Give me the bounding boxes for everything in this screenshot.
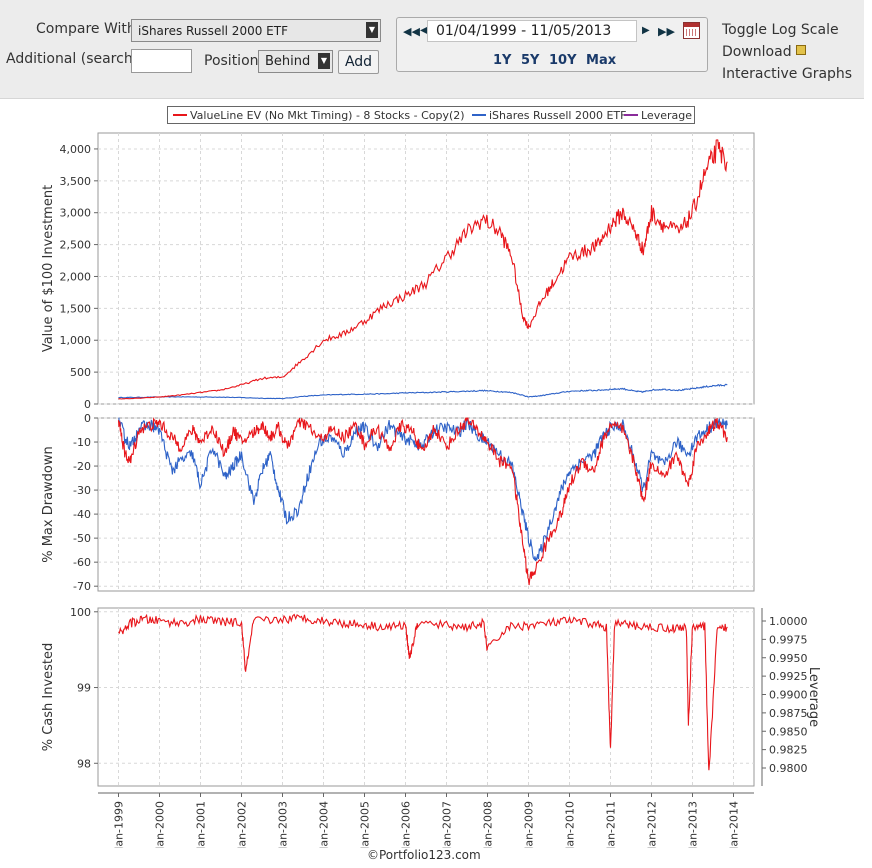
compare-label: Compare With [36, 21, 136, 37]
y-tick-label: -70 [73, 580, 91, 593]
legend-item: iShares Russell 2000 ETF [472, 109, 626, 122]
period-buttons: 1Y 5Y 10Y Max [493, 53, 621, 68]
period-1y[interactable]: 1Y [493, 53, 512, 68]
chart-panel-1: 0 500 1,000 1,500 2,000 2,500 3,000 3,500 4,000 V… [41, 132, 755, 411]
right-y-tick-label: 0.9850 [769, 725, 808, 738]
right-y-tick-label: 0.9900 [769, 689, 808, 702]
y-tick-label: 3,500 [60, 175, 92, 188]
period-5y[interactable]: 5Y [521, 53, 540, 68]
series-line [118, 139, 728, 400]
y-tick-label: -30 [73, 484, 91, 497]
x-tick-label: Jan-1999 [113, 801, 126, 848]
legend-swatch [173, 114, 187, 116]
series-line [118, 383, 728, 400]
x-tick-label: Jan-2006 [400, 801, 413, 848]
x-tick-label: Jan-2009 [523, 801, 536, 848]
position-select-value: Behind [265, 54, 311, 69]
period-max[interactable]: Max [586, 53, 617, 68]
first-icon[interactable]: ◀◀ [403, 25, 420, 38]
right-y-tick-label: 0.9825 [769, 744, 808, 757]
toolbar: Compare With iShares Russell 2000 ETF ▼ … [0, 0, 864, 99]
right-y-axis-label: Leverage [806, 667, 821, 727]
additional-search-input[interactable] [131, 49, 192, 73]
compare-select[interactable]: iShares Russell 2000 ETF ▼ [131, 19, 381, 42]
x-tick-label: Jan-2003 [277, 801, 290, 848]
y-tick-label: 2,500 [60, 239, 92, 252]
x-tick-label: Jan-2002 [236, 801, 249, 848]
date-range-panel: ◀◀ ◀ 01/04/1999 - 11/05/2013 ▶ ▶▶ 1Y 5Y … [396, 17, 708, 72]
x-tick-label: Jan-2010 [564, 801, 577, 848]
legend-swatch [624, 114, 638, 116]
y-axis-label: % Max Drawdown [41, 446, 56, 563]
y-tick-label: 98 [77, 757, 91, 770]
right-y-tick-label: 0.9875 [769, 707, 808, 720]
position-select[interactable]: Behind ▼ [258, 50, 333, 73]
y-tick-label: 3,000 [60, 207, 92, 220]
right-y-tick-label: 0.9950 [769, 652, 808, 665]
y-tick-label: -40 [73, 508, 91, 521]
date-range-input[interactable]: 01/04/1999 - 11/05/2013 [427, 20, 637, 42]
additional-label: Additional (search) [6, 51, 139, 67]
series-line [117, 417, 728, 586]
y-tick-label: -10 [73, 436, 91, 449]
x-tick-label: Jan-2005 [359, 801, 372, 848]
right-y-tick-label: 0.9975 [769, 633, 808, 646]
y-tick-label: 500 [70, 366, 91, 379]
interactive-graphs-link[interactable]: Interactive Graphs [722, 66, 853, 82]
copyright: ©Portfolio123.com [367, 848, 481, 862]
chart-panel-3: 100 99 98 1.0000 0.9975 0.9950 0.9925 0.9900 0.9… [41, 606, 821, 787]
x-tick-label: Jan-2011 [605, 801, 618, 848]
legend-swatch [472, 114, 486, 116]
x-tick-label: Jan-2004 [318, 801, 331, 848]
y-tick-label: 0 [84, 412, 91, 425]
x-tick-label: Jan-2007 [441, 801, 454, 848]
y-tick-label: 100 [70, 606, 91, 619]
x-tick-label: Jan-2013 [687, 801, 700, 848]
y-axis-label: Value of $100 Investment [41, 185, 56, 352]
legend-item: Leverage [624, 109, 692, 122]
chart-area: 0 500 1,000 1,500 2,000 2,500 3,000 3,500 4,000 V… [41, 132, 821, 848]
y-tick-label: 2,000 [60, 270, 92, 283]
x-tick-label: Jan-2012 [646, 801, 659, 848]
download-label: Download [722, 44, 792, 60]
legend-label: iShares Russell 2000 ETF [489, 109, 627, 122]
x-tick-label: Jan-2001 [195, 801, 208, 848]
position-label: Position [204, 53, 259, 69]
legend-item: ValueLine EV (No Mkt Timing) - 8 Stocks … [173, 109, 465, 122]
compare-select-value: iShares Russell 2000 ETF [138, 24, 288, 38]
chart-legend: ValueLine EV (No Mkt Timing) - 8 Stocks … [167, 106, 695, 124]
period-10y[interactable]: 10Y [549, 53, 577, 68]
chevron-down-icon: ▼ [366, 22, 378, 38]
toggle-log-scale-link[interactable]: Toggle Log Scale [722, 22, 839, 38]
add-button[interactable]: Add [338, 50, 379, 74]
next-icon[interactable]: ▶ [642, 25, 650, 36]
last-icon[interactable]: ▶▶ [658, 25, 675, 38]
legend-label: Leverage [641, 109, 692, 122]
right-y-tick-label: 0.9925 [769, 670, 808, 683]
series-line [118, 613, 728, 771]
legend-label: ValueLine EV (No Mkt Timing) - 8 Stocks … [190, 109, 465, 122]
y-tick-label: 1,500 [60, 302, 92, 315]
download-link[interactable]: Download [722, 44, 806, 60]
chevron-down-icon: ▼ [318, 53, 330, 69]
chart-panel-2: 0 -10 -20 -30 -40 -50 -60 -70 % Max Drawdown [41, 412, 755, 593]
y-tick-label: -60 [73, 556, 91, 569]
right-y-tick-label: 0.9800 [769, 762, 808, 775]
prev-icon[interactable]: ◀ [420, 25, 428, 36]
y-tick-label: 4,000 [60, 143, 92, 156]
y-tick-label: 1,000 [60, 334, 92, 347]
x-tick-label: Jan-2014 [728, 801, 741, 848]
plot-frame [97, 132, 755, 405]
x-tick-label: Jan-2008 [482, 801, 495, 848]
y-tick-label: -20 [73, 460, 91, 473]
y-axis-label: % Cash Invested [41, 643, 56, 752]
calendar-icon[interactable] [683, 22, 700, 39]
y-tick-label: -50 [73, 532, 91, 545]
download-icon [795, 45, 806, 55]
x-tick-label: Jan-2000 [154, 801, 167, 848]
right-y-tick-label: 1.0000 [769, 615, 808, 628]
plot-frame [97, 607, 755, 787]
y-tick-label: 99 [77, 682, 91, 695]
y-tick-label: 0 [84, 398, 91, 411]
